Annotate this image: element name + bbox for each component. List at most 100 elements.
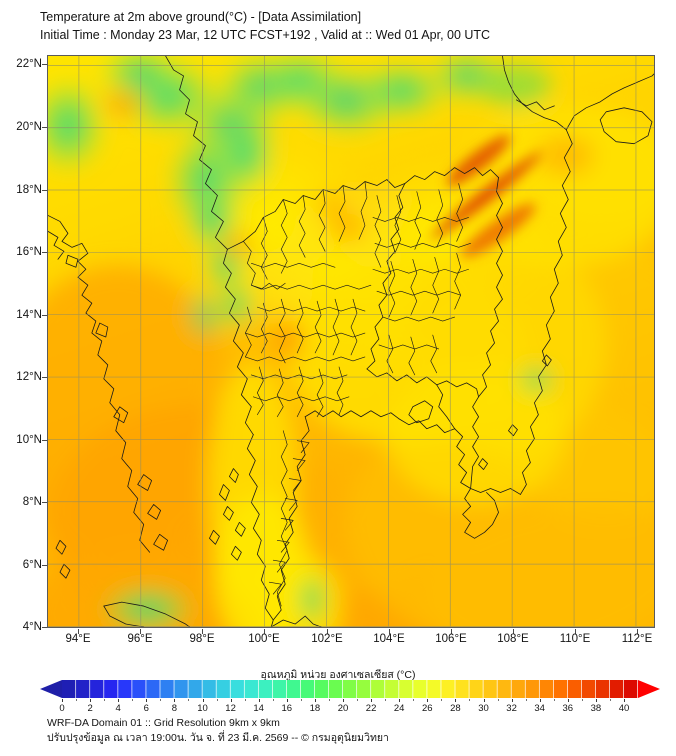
- colorbar-tick-label: 36: [562, 703, 574, 714]
- xtick-label: 98°E: [189, 633, 215, 645]
- colorbar-tick-label: 2: [87, 703, 93, 714]
- colorbar-tick-mark: [624, 699, 625, 702]
- colorbar-tick-mark: [202, 699, 204, 702]
- colorbar-segment: [62, 680, 76, 698]
- colorbar-segment: [118, 680, 132, 698]
- colorbar-minor-tick: [160, 699, 162, 701]
- colorbar-segment: [441, 680, 455, 698]
- colorbar-minor-tick: [497, 699, 499, 701]
- colorbar-segment: [595, 680, 610, 698]
- colorbar-minor-tick: [300, 699, 302, 701]
- chart-subtitle: Initial Time : Monday 23 Mar, 12 UTC FCS…: [40, 28, 491, 42]
- colorbar-tick-mark: [427, 699, 429, 702]
- colorbar-segment: [202, 680, 216, 698]
- colorbar-tick-label: 0: [59, 703, 65, 714]
- xtick-mark: [389, 629, 390, 634]
- colorbar-tick-label: 16: [281, 703, 293, 714]
- colorbar-minor-tick: [328, 699, 330, 701]
- colorbar-tick-mark: [371, 699, 373, 702]
- colorbar-segment: [413, 680, 427, 698]
- colorbar-over-arrow: [638, 680, 660, 698]
- xtick-label: 106°E: [435, 633, 467, 645]
- colorbar-segment: [483, 680, 497, 698]
- colorbar-minor-tick: [469, 699, 471, 701]
- xtick-mark: [637, 629, 638, 634]
- ytick-label: 16°N: [16, 246, 42, 259]
- ytick-label: 4°N: [22, 621, 42, 634]
- colorbar-tick-mark: [539, 699, 541, 702]
- colorbar-tick-label: 20: [337, 703, 349, 714]
- ytick-label: 20°N: [16, 121, 42, 133]
- xtick-mark: [78, 629, 79, 634]
- colorbar-tick-mark: [595, 699, 597, 702]
- colorbar-segment: [132, 680, 146, 698]
- colorbar-segment: [539, 680, 554, 698]
- footer-model-info: WRF-DA Domain 01 :: Grid Resolution 9km …: [47, 717, 280, 729]
- xtick-label: 108°E: [497, 633, 529, 645]
- plot-frame: [47, 55, 655, 628]
- colorbar-tick-label: 30: [478, 703, 489, 714]
- xtick-mark: [264, 629, 265, 634]
- colorbar-minor-tick: [272, 699, 274, 701]
- colorbar-segment: [286, 680, 301, 698]
- page-title: Temperature at 2m above ground(°C) - [Da…: [40, 10, 362, 24]
- colorbar-tick-mark: [62, 699, 63, 702]
- colorbar-segment: [244, 680, 258, 698]
- colorbar-tick-label: 34: [534, 703, 545, 714]
- colorbar-segment: [90, 680, 104, 698]
- colorbar-segment: [497, 680, 511, 698]
- colorbar-tick-label: 14: [253, 703, 264, 714]
- colorbar-minor-tick: [609, 699, 611, 701]
- footer-credit: ปรับปรุงข้อมูล ณ เวลา 19:00น. วัน จ. ที่…: [47, 732, 389, 744]
- colorbar-segment: [609, 680, 624, 698]
- colorbar-segment: [174, 680, 188, 698]
- colorbar-tick-label: 10: [197, 703, 208, 714]
- colorbar-tick-mark: [511, 699, 513, 702]
- colorbar-tick-label: 28: [450, 703, 461, 714]
- colorbar-label: อุณหภูมิ หน่วย องศาเซลเซียส (°C): [260, 669, 416, 681]
- colorbar[interactable]: [40, 679, 660, 699]
- xtick-mark: [513, 629, 514, 634]
- colorbar-segment: [146, 680, 160, 698]
- colorbar-tick-label: 32: [506, 703, 517, 714]
- colorbar-segment: [511, 680, 525, 698]
- colorbar-tick-label: 18: [309, 703, 321, 714]
- colorbar-segment: [76, 680, 90, 698]
- colorbar-minor-tick: [76, 699, 77, 701]
- colorbar-ticks: 0 2 4 6 8 10 12 14 16 18 20 22 24 26 28 30 32 34 36 38 40: [0, 699, 676, 715]
- colorbar-segment: [342, 680, 357, 698]
- xtick-label: 100°E: [248, 633, 280, 645]
- colorbar-tick-mark: [567, 699, 569, 702]
- ytick-label: 10°N: [16, 433, 42, 446]
- colorbar-tick-label: 26: [422, 703, 433, 714]
- colorbar-segment: [216, 680, 230, 698]
- colorbar-tick-mark: [118, 699, 120, 702]
- colorbar-segment: [104, 680, 118, 698]
- colorbar-tick-mark: [455, 699, 457, 702]
- temperature-field: [48, 56, 654, 627]
- colorbar-tick-mark: [258, 699, 260, 702]
- colorbar-segment: [455, 680, 469, 698]
- colorbar-segment: [357, 680, 371, 698]
- xtick-mark: [140, 629, 141, 634]
- colorbar-tick-mark: [483, 699, 485, 702]
- colorbar-tick-label: 40: [618, 703, 630, 714]
- colorbar-minor-tick: [525, 699, 527, 701]
- colorbar-segment: [272, 680, 287, 698]
- map-plot-area[interactable]: [47, 55, 655, 628]
- colorbar-segment: [567, 680, 582, 698]
- colorbar-segment: [371, 680, 385, 698]
- colorbar-segment: [399, 680, 413, 698]
- colorbar-minor-tick: [104, 699, 106, 701]
- xtick-label: 96°E: [127, 633, 153, 645]
- ytick-label: 22°N: [16, 58, 42, 71]
- colorbar-tick-label: 12: [225, 703, 236, 714]
- chart-title-block: Temperature at 2m above ground(°C) - [Da…: [40, 8, 660, 44]
- xtick-mark: [202, 629, 203, 634]
- colorbar-minor-tick: [132, 699, 134, 701]
- ytick-label: 12°N: [16, 371, 42, 384]
- colorbar-segment: [469, 680, 483, 698]
- ytick-label: 8°N: [22, 496, 42, 509]
- colorbar-segment: [258, 680, 273, 698]
- colorbar-segment: [328, 680, 343, 698]
